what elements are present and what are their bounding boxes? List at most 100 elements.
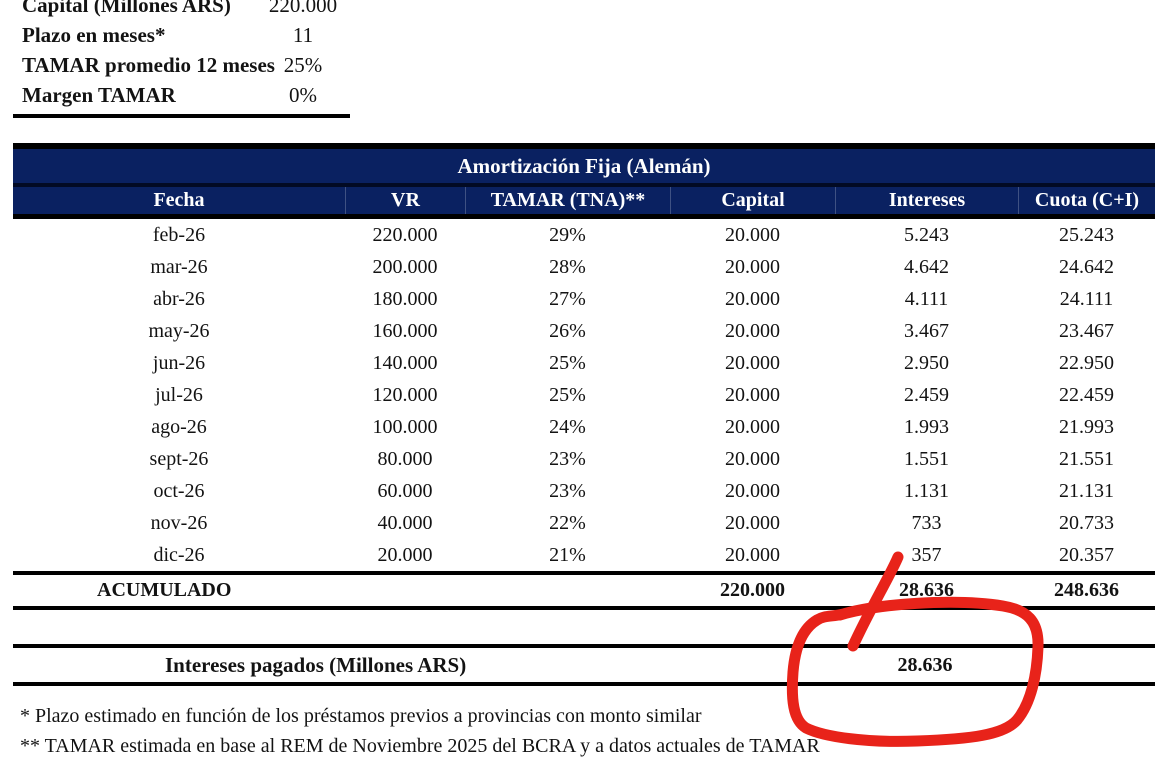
cell-vr: 100.000: [372, 416, 438, 438]
table-row: ago-26 100.000 24% 20.000 1.993 21.993: [13, 411, 1155, 443]
total-row: ACUMULADO 220.000 28.636 248.636: [13, 575, 1155, 606]
table-row: mar-26 200.000 28% 20.000 4.642 24.642: [13, 251, 1155, 283]
column-header-cuota: Cuota (C+I): [1018, 187, 1155, 214]
cell-cuota: 20.357: [1059, 544, 1114, 566]
amortization-table: Amortización Fija (Alemán) Fecha VR TAMA…: [13, 143, 1155, 686]
param-value: 220.000: [268, 0, 338, 17]
cell-cuota: 24.642: [1059, 256, 1114, 278]
cell-fecha: feb-26: [152, 224, 206, 246]
divider: [13, 644, 1155, 648]
cell-intereses: 4.642: [904, 256, 949, 278]
cell-cuota: 24.111: [1059, 288, 1114, 310]
cell-fecha: ago-26: [151, 416, 207, 438]
table-row: oct-26 60.000 23% 20.000 1.131 21.131: [13, 475, 1155, 507]
spacer-row: [13, 610, 1155, 644]
divider: [13, 114, 350, 118]
cell-cuota: 20.733: [1059, 512, 1114, 534]
cell-cuota: 21.131: [1059, 480, 1114, 502]
param-value: 0%: [289, 83, 317, 107]
cell-tamar: 25%: [549, 384, 586, 406]
total-tamar: [465, 575, 670, 606]
column-header-intereses: Intereses: [835, 187, 1018, 214]
param-value: 11: [292, 23, 314, 47]
cell-cuota: 22.459: [1059, 384, 1114, 406]
cell-vr: 20.000: [377, 544, 433, 566]
table-row: jun-26 140.000 25% 20.000 2.950 22.950: [13, 347, 1155, 379]
header-bottom-border: [13, 214, 1155, 219]
cell-fecha: may-26: [148, 320, 210, 342]
total-intereses: 28.636: [899, 579, 954, 601]
cell-fecha: jun-26: [152, 352, 206, 374]
cell-capital: 20.000: [725, 480, 780, 502]
footnote-plazo: * Plazo estimado en función de los prést…: [20, 705, 702, 727]
table-row: sept-26 80.000 23% 20.000 1.551 21.551: [13, 443, 1155, 475]
cell-vr: 80.000: [377, 448, 433, 470]
cell-tamar: 24%: [549, 416, 586, 438]
cell-fecha: nov-26: [150, 512, 208, 534]
cell-tamar: 22%: [549, 512, 586, 534]
cell-capital: 20.000: [725, 288, 780, 310]
cell-capital: 20.000: [725, 352, 780, 374]
summary-row: Intereses pagados (Millones ARS) 28.636: [13, 648, 1155, 682]
table-header-row: Fecha VR TAMAR (TNA)** Capital Intereses…: [13, 187, 1155, 214]
table-row: jul-26 120.000 25% 20.000 2.459 22.459: [13, 379, 1155, 411]
cell-fecha: sept-26: [149, 448, 209, 470]
cell-tamar: 23%: [549, 480, 586, 502]
cell-capital: 20.000: [725, 256, 780, 278]
cell-capital: 20.000: [725, 416, 780, 438]
cell-intereses: 4.111: [904, 288, 949, 310]
column-header-capital: Capital: [670, 187, 835, 214]
param-label: Margen TAMAR: [22, 83, 176, 107]
total-cuota: 248.636: [1054, 579, 1119, 601]
cell-capital: 20.000: [725, 384, 780, 406]
cell-vr: 60.000: [377, 480, 433, 502]
divider: [13, 682, 1155, 686]
cell-capital: 20.000: [725, 320, 780, 342]
column-header-tamar: TAMAR (TNA)**: [465, 187, 670, 214]
cell-tamar: 21%: [549, 544, 586, 566]
cell-fecha: dic-26: [153, 544, 205, 566]
cell-vr: 40.000: [377, 512, 433, 534]
table-row: dic-26 20.000 21% 20.000 357 20.357: [13, 539, 1155, 571]
cell-cuota: 25.243: [1059, 224, 1114, 246]
table-row: nov-26 40.000 22% 20.000 733 20.733: [13, 507, 1155, 539]
table-title: Amortización Fija (Alemán): [13, 149, 1155, 183]
cell-cuota: 21.551: [1059, 448, 1114, 470]
cell-tamar: 29%: [549, 224, 586, 246]
cell-intereses: 3.467: [904, 320, 949, 342]
cell-fecha: oct-26: [153, 480, 205, 502]
cell-intereses: 357: [911, 544, 942, 566]
cell-intereses: 733: [911, 512, 942, 534]
param-label: Plazo en meses*: [22, 23, 166, 47]
param-value: 25%: [283, 53, 323, 77]
divider: [13, 571, 1155, 575]
cell-vr: 140.000: [372, 352, 438, 374]
total-capital: 220.000: [720, 579, 785, 601]
cell-vr: 120.000: [372, 384, 438, 406]
cell-vr: 220.000: [372, 224, 438, 246]
cell-intereses: 1.131: [904, 480, 949, 502]
cell-tamar: 26%: [549, 320, 586, 342]
cell-vr: 200.000: [372, 256, 438, 278]
cell-cuota: 21.993: [1059, 416, 1114, 438]
cell-capital: 20.000: [725, 448, 780, 470]
total-vr: [345, 575, 465, 606]
summary-label: Intereses pagados (Millones ARS): [165, 653, 467, 677]
column-header-vr: VR: [345, 187, 465, 214]
cell-intereses: 1.551: [904, 448, 949, 470]
divider: [13, 606, 1155, 610]
cell-tamar: 28%: [549, 256, 586, 278]
footnote-tamar: ** TAMAR estimada en base al REM de Novi…: [20, 735, 820, 757]
cell-fecha: mar-26: [150, 256, 208, 278]
cell-intereses: 1.993: [904, 416, 949, 438]
cell-intereses: 5.243: [904, 224, 949, 246]
total-label: ACUMULADO: [97, 579, 232, 601]
table-row: abr-26 180.000 27% 20.000 4.111 24.111: [13, 283, 1155, 315]
summary-value: 28.636: [897, 654, 953, 676]
cell-fecha: abr-26: [153, 288, 205, 310]
cell-tamar: 23%: [549, 448, 586, 470]
column-header-fecha: Fecha: [153, 189, 205, 211]
cell-intereses: 2.459: [904, 384, 949, 406]
cell-tamar: 25%: [549, 352, 586, 374]
